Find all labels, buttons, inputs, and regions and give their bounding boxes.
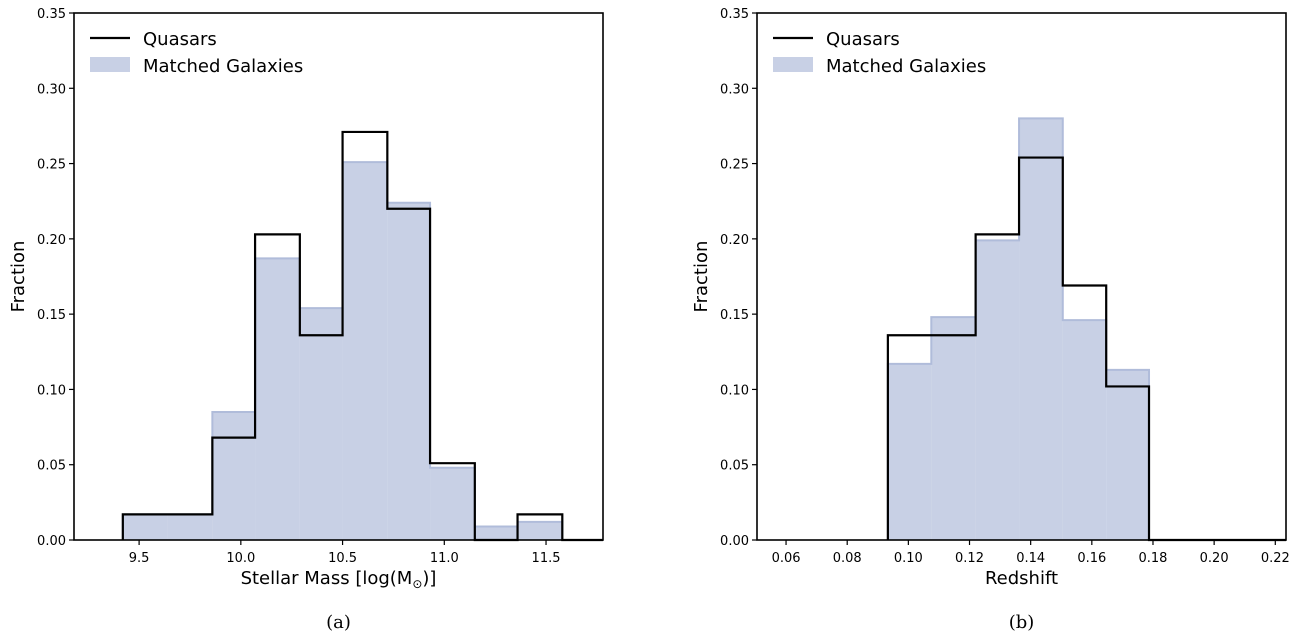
matched-galaxies-bar — [1106, 369, 1150, 540]
x-axis-label-text: Redshift — [985, 568, 1058, 589]
x-tick-label: 11.5 — [532, 551, 561, 566]
x-axis-label-sub: ⊙ — [412, 577, 422, 591]
y-tick-label: 0.15 — [37, 308, 66, 323]
x-tick-label: 0.18 — [1139, 551, 1168, 566]
y-tick-label: 0.00 — [720, 534, 749, 549]
y-tick-label: 0.25 — [37, 158, 66, 173]
x-tick-label: 9.5 — [129, 551, 150, 566]
matched-galaxies-bar — [1019, 118, 1063, 541]
y-ticks: 0.00 0.05 0.10 0.15 0.20 0.25 0.30 0.35 — [37, 7, 74, 549]
legend-quasars-label: Quasars — [826, 29, 900, 50]
y-tick-label: 0.05 — [720, 459, 749, 474]
x-tick-label: 10.5 — [328, 551, 357, 566]
x-tick-label: 0.16 — [1077, 551, 1106, 566]
matched-galaxies-bar — [517, 521, 563, 540]
matched-galaxies-bar — [430, 467, 475, 540]
x-axis-label-text: Stellar Mass [log(M — [241, 568, 413, 589]
x-axis-label-close: )] — [422, 568, 436, 589]
matched-galaxies-bars — [887, 118, 1150, 541]
y-tick-label: 0.10 — [720, 383, 749, 398]
x-tick-label: 0.12 — [955, 551, 984, 566]
y-tick-label: 0.20 — [720, 233, 749, 248]
y-tick-label: 0.00 — [37, 534, 66, 549]
y-tick-label: 0.05 — [37, 459, 66, 474]
quasars-step-line — [121, 130, 603, 542]
x-tick-label: 0.06 — [772, 551, 801, 566]
y-tick-label: 0.15 — [720, 308, 749, 323]
x-ticks: 9.5 10.0 10.5 11.0 11.5 — [129, 540, 561, 566]
matched-galaxies-bar — [342, 162, 388, 540]
legend-quasars-label: Quasars — [143, 29, 217, 50]
x-tick-label: 10.0 — [226, 551, 255, 566]
legend-matched-galaxies-swatch — [90, 57, 130, 72]
matched-galaxies-bar — [931, 317, 976, 540]
panel-label: (b) — [1009, 612, 1035, 633]
y-axis-label: Fraction — [8, 241, 29, 313]
matched-galaxies-bar — [255, 258, 300, 540]
matched-galaxies-bar — [122, 514, 168, 540]
y-tick-label: 0.35 — [37, 7, 66, 22]
matched-galaxies-bar — [887, 363, 932, 540]
x-tick-label: 11.0 — [430, 551, 459, 566]
x-tick-label: 0.08 — [833, 551, 862, 566]
matched-galaxies-bar — [299, 308, 343, 540]
y-tick-label: 0.20 — [37, 233, 66, 248]
y-tick-label: 0.10 — [37, 383, 66, 398]
legend: Quasars Matched Galaxies — [90, 29, 303, 77]
x-ticks: 0.06 0.08 0.10 0.12 0.14 0.16 0.18 0.20 0.22 — [772, 540, 1290, 566]
legend-matched-galaxies-label: Matched Galaxies — [143, 56, 303, 77]
x-tick-label: 0.14 — [1016, 551, 1045, 566]
matched-galaxies-bar — [167, 514, 213, 540]
x-tick-label: 0.20 — [1200, 551, 1229, 566]
y-ticks: 0.00 0.05 0.10 0.15 0.20 0.25 0.30 0.35 — [720, 7, 757, 549]
y-tick-label: 0.30 — [37, 82, 66, 97]
legend-matched-galaxies-label: Matched Galaxies — [826, 56, 986, 77]
y-tick-label: 0.35 — [720, 7, 749, 22]
x-tick-label: 0.10 — [894, 551, 923, 566]
plot-frame — [756, 12, 1287, 541]
matched-galaxies-bar — [975, 240, 1020, 540]
panel-label: (a) — [326, 612, 351, 633]
y-tick-label: 0.25 — [720, 158, 749, 173]
matched-galaxies-bar — [474, 526, 518, 540]
matched-galaxies-bar — [1062, 320, 1107, 540]
quasars-step-line — [886, 156, 1286, 542]
x-axis-label: Redshift — [985, 568, 1058, 589]
y-tick-label: 0.30 — [720, 82, 749, 97]
panel-b: 0.06 0.08 0.10 0.12 0.14 0.16 0.18 0.20 0.22 0.0… — [691, 7, 1290, 633]
legend: Quasars Matched Galaxies — [773, 29, 986, 77]
y-axis-label: Fraction — [691, 241, 712, 313]
x-tick-label: 0.22 — [1261, 551, 1290, 566]
legend-matched-galaxies-swatch — [773, 57, 813, 72]
matched-galaxies-bar — [387, 202, 431, 540]
matched-galaxies-bar — [212, 412, 256, 540]
x-axis-label: Stellar Mass [log(M⊙)] — [241, 568, 437, 591]
panel-a: 9.5 10.0 10.5 11.0 11.5 0.00 0.05 0.10 0.15 0.20… — [8, 7, 604, 633]
plot-frame — [73, 12, 604, 541]
matched-galaxies-bars — [122, 162, 563, 540]
